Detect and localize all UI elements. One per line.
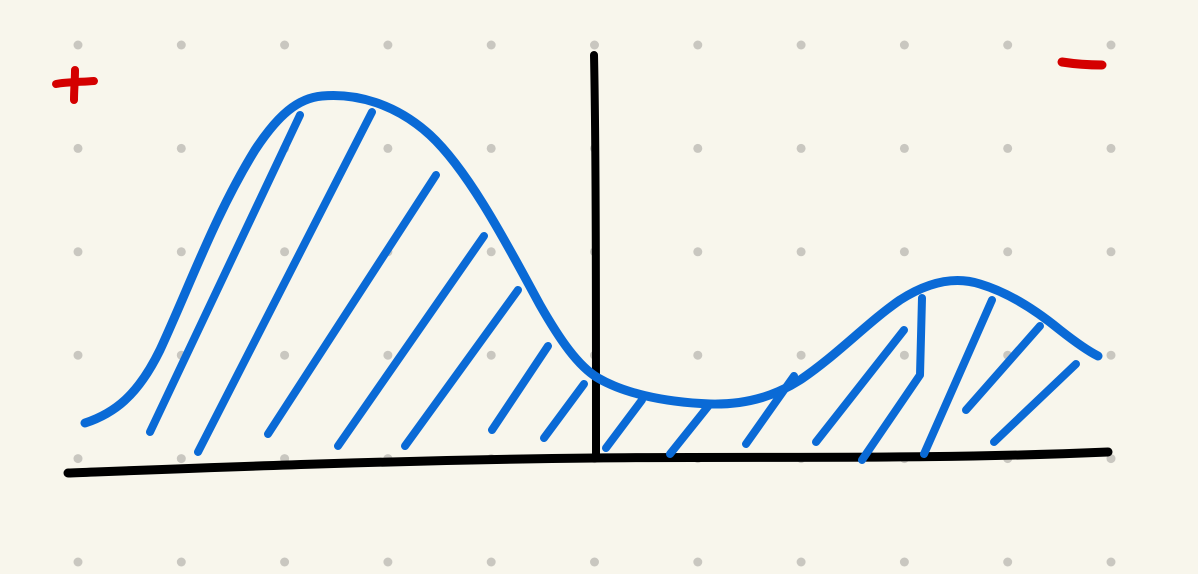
grid-dot [176, 247, 186, 257]
grid-dot [73, 143, 83, 153]
grid-dot [899, 350, 909, 360]
grid-dot [693, 247, 703, 257]
grid-dot [1003, 247, 1013, 257]
hatch-line [488, 342, 552, 434]
hatch-lines [146, 108, 1080, 464]
grid-dot [176, 454, 186, 464]
minus-sign [1057, 57, 1107, 70]
grid-dot [899, 247, 909, 257]
grid-dot [693, 143, 703, 153]
vertical-axis [590, 51, 600, 459]
hatch-line [812, 326, 908, 446]
grid-dot [280, 350, 290, 360]
hatch-line [264, 171, 440, 438]
hatch-line [990, 360, 1080, 446]
grid-dot [1106, 143, 1116, 153]
grid-dot [73, 40, 83, 50]
horizontal-axis [63, 447, 1113, 478]
hatch-line [194, 108, 376, 456]
grid-dot [1003, 40, 1013, 50]
grid-dot [280, 40, 290, 50]
hatch-line [146, 111, 304, 436]
grid-dot [383, 350, 393, 360]
grid-dot [693, 40, 703, 50]
grid-dot [796, 143, 806, 153]
grid-dot [796, 40, 806, 50]
grid-dot [1106, 557, 1116, 567]
grid-dot [590, 40, 599, 50]
grid-dot [1003, 557, 1013, 567]
plus-sign [52, 66, 98, 104]
grid-dot [486, 557, 496, 567]
grid-dot [383, 143, 393, 153]
grid-dot [1106, 40, 1116, 50]
grid-dot [280, 247, 290, 257]
hatch-line [401, 286, 522, 450]
grid-dot [383, 557, 393, 567]
grid-dot [899, 557, 909, 567]
plus-vertical-stroke [70, 66, 79, 104]
grid-dot [590, 557, 599, 567]
grid-dot [486, 40, 496, 50]
grid-dot [383, 40, 393, 50]
grid-dot [73, 454, 83, 464]
hatch-line [602, 396, 646, 452]
grid-dot [486, 350, 496, 360]
grid-dot [176, 557, 186, 567]
hatch-line [334, 232, 488, 450]
hatch-line [920, 296, 996, 458]
grid-dot [486, 143, 496, 153]
hatch-line [666, 400, 714, 458]
grid-dot [693, 557, 703, 567]
hatch-line [858, 294, 926, 464]
hatch-line [540, 380, 588, 442]
grid-dot [899, 40, 909, 50]
bimodal-curve [80, 91, 1103, 428]
grid-dot [796, 350, 806, 360]
grid-dot [280, 557, 290, 567]
grid-dot [1003, 143, 1013, 153]
grid-dot [176, 143, 186, 153]
grid-dot [796, 247, 806, 257]
grid-dot [796, 557, 806, 567]
grid-dot [693, 350, 703, 360]
grid-dot [73, 557, 83, 567]
grid-dot [73, 350, 83, 360]
grid-dot [1106, 350, 1116, 360]
grid-dot [176, 40, 186, 50]
hatch-line [962, 322, 1044, 414]
grid-dot [1106, 247, 1116, 257]
grid-dot [73, 247, 83, 257]
grid-dot [899, 143, 909, 153]
grid-dot [486, 247, 496, 257]
